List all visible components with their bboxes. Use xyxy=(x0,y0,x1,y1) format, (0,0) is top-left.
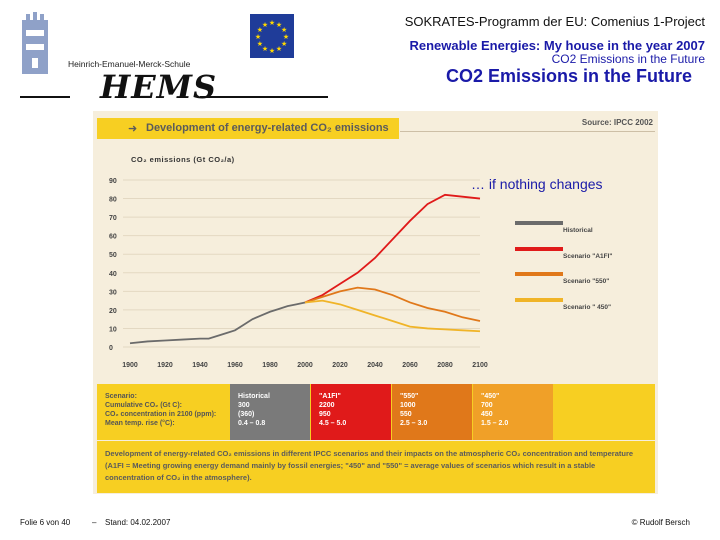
eu-star-icon: ★ xyxy=(262,21,268,29)
x-tick-label: 1940 xyxy=(192,362,208,369)
eu-star-icon: ★ xyxy=(269,47,275,55)
row-label: Scenario: xyxy=(105,393,137,400)
x-tick-label: 1960 xyxy=(227,362,243,369)
legend-label: Scenario "550" xyxy=(563,278,609,285)
divider xyxy=(200,96,328,98)
y-tick-label: 80 xyxy=(109,197,117,204)
y-tick-label: 90 xyxy=(109,178,117,185)
co2-emissions-chart: 0 10 20 30 40 50 60 70 80 90 1900 1920 1940 1960 1980 2… xyxy=(109,178,613,369)
table-cell: 1000 xyxy=(400,402,416,409)
eu-star-icon: ★ xyxy=(281,26,287,34)
footer-author: © Rudolf Bersch xyxy=(631,518,690,527)
series-line xyxy=(304,286,481,322)
table-column-a1fi: "A1FI" 2200 950 4.5 – 5.0 xyxy=(311,384,391,440)
row-label: CO₂ concentration in 2100 (ppm): xyxy=(105,411,217,418)
school-name: Heinrich-Emanuel-Merck-Schule xyxy=(68,59,191,69)
table-cell: 4.5 – 5.0 xyxy=(319,420,347,427)
column-head: "450" xyxy=(481,393,500,400)
x-tick-label: 2100 xyxy=(472,362,488,369)
table-cell: 2.5 – 3.0 xyxy=(400,420,428,427)
arrow-right-icon: ➜ xyxy=(128,123,138,135)
chart-source: Source: IPCC 2002 xyxy=(581,118,653,127)
y-tick-label: 60 xyxy=(109,234,117,241)
table-column-historical: Historical 300 (360) 0.4 – 0.8 xyxy=(230,384,310,440)
series-line xyxy=(129,301,306,345)
table-cell: 300 xyxy=(238,402,250,409)
annotation-note: … if nothing changes xyxy=(471,176,603,192)
project-subtitle: CO2 Emissions in the Future xyxy=(551,52,705,66)
y-tick-label: 0 xyxy=(109,345,113,352)
page-number: Folie 6 von 40 xyxy=(20,518,71,527)
x-tick-label: 1920 xyxy=(157,362,173,369)
y-tick-label: 30 xyxy=(109,289,117,296)
column-head: Historical xyxy=(238,393,270,400)
y-tick-label: 50 xyxy=(109,252,117,259)
table-cell: 450 xyxy=(481,411,493,418)
y-tick-label: 20 xyxy=(109,308,117,315)
legend-label: Scenario " 450" xyxy=(563,304,611,311)
table-column-550: "550" 1000 550 2.5 – 3.0 xyxy=(392,384,472,440)
table-cell: 1.5 – 2.0 xyxy=(481,420,509,427)
program-title: SOKRATES-Programm der EU: Comenius 1-Pro… xyxy=(404,14,705,29)
footer-separator: – xyxy=(92,518,97,527)
y-axis-title: CO₂ emissions (Gt CO₂/a) xyxy=(131,155,235,164)
chart-title-box xyxy=(97,118,399,139)
eu-star-icon: ★ xyxy=(262,45,268,53)
eu-star-icon: ★ xyxy=(269,19,275,27)
eu-flag-icon: ★ ★ ★ ★ ★ ★ ★ ★ ★ ★ ★ ★ xyxy=(250,14,294,58)
table-cell: (360) xyxy=(238,411,255,418)
school-logo-text: HEMS xyxy=(100,68,218,106)
legend-swatch xyxy=(515,221,563,225)
row-label: Cumulative CO₂ (Gt C): xyxy=(105,402,182,409)
eu-star-icon: ★ xyxy=(283,33,289,41)
project-title: Renewable Energies: My house in the year… xyxy=(409,38,705,53)
table-cell: 0.4 – 0.8 xyxy=(238,420,266,427)
divider xyxy=(20,96,70,98)
table-cell: 2200 xyxy=(319,402,335,409)
x-tick-label: 2000 xyxy=(297,362,313,369)
scenario-table: Scenario: Cumulative CO₂ (Gt C): CO₂ con… xyxy=(97,384,655,440)
school-crest-logo xyxy=(20,12,50,82)
eu-star-icon: ★ xyxy=(281,40,287,48)
x-tick-label: 2080 xyxy=(437,362,453,369)
row-label: Mean temp. rise (°C): xyxy=(105,420,175,427)
x-tick-label: 1980 xyxy=(262,362,278,369)
table-cell: 700 xyxy=(481,402,493,409)
divider xyxy=(400,131,655,132)
legend-label: Scenario "A1FI" xyxy=(563,253,613,260)
legend-swatch xyxy=(515,247,563,251)
caption-box: Development of energy-related CO₂ emissi… xyxy=(97,441,655,493)
legend-label: Historical xyxy=(563,227,593,234)
chart-caption: Development of energy-related CO₂ emissi… xyxy=(105,449,634,482)
column-head: "550" xyxy=(400,393,419,400)
eu-star-icon: ★ xyxy=(276,45,282,53)
chart-title: Development of energy-related CO₂ emissi… xyxy=(146,122,389,134)
column-head: "A1FI" xyxy=(319,393,341,400)
slide-title: CO2 Emissions in the Future xyxy=(445,66,692,86)
series-line xyxy=(304,193,481,304)
eu-star-icon: ★ xyxy=(257,40,263,48)
table-cell: 550 xyxy=(400,411,412,418)
table-row-labels: Scenario: Cumulative CO₂ (Gt C): CO₂ con… xyxy=(105,392,216,428)
eu-star-icon: ★ xyxy=(257,26,263,34)
x-tick-label: 2040 xyxy=(367,362,383,369)
legend-swatch xyxy=(515,272,563,276)
table-cell: 950 xyxy=(319,411,331,418)
y-tick-label: 10 xyxy=(109,326,117,333)
eu-star-icon: ★ xyxy=(276,21,282,29)
table-column-450: "450" 700 450 1.5 – 2.0 xyxy=(473,384,553,440)
y-tick-label: 40 xyxy=(109,271,117,278)
footer-date: Stand: 04.02.2007 xyxy=(105,518,171,527)
x-tick-label: 2020 xyxy=(332,362,348,369)
legend-swatch xyxy=(515,298,563,302)
eu-star-icon: ★ xyxy=(255,33,261,41)
series-line xyxy=(304,299,481,333)
x-tick-label: 1900 xyxy=(122,362,138,369)
y-tick-label: 70 xyxy=(109,215,117,222)
x-tick-label: 2060 xyxy=(402,362,418,369)
